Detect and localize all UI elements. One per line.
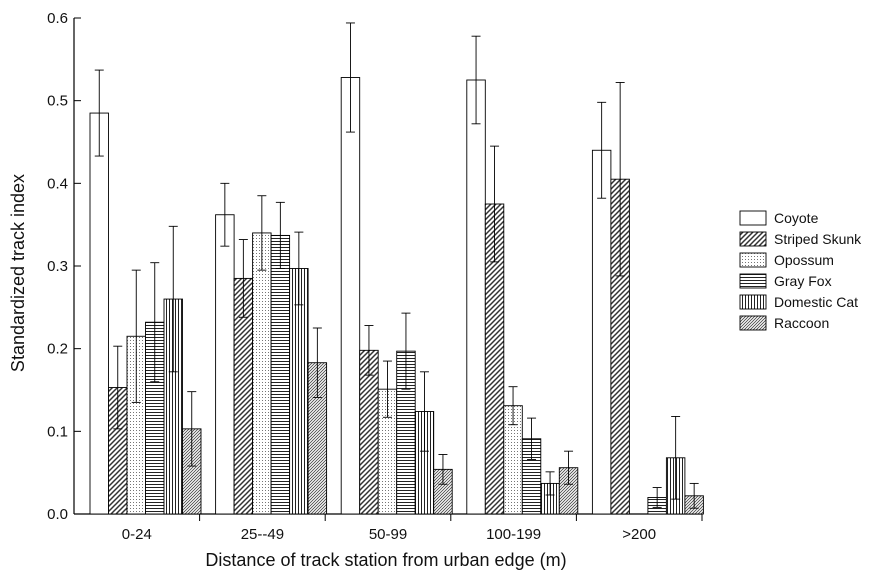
legend-label: Opossum (774, 252, 834, 268)
bars-group (89, 22, 704, 515)
legend-swatch-gray-fox (739, 273, 767, 289)
bar-gray-fox-1 (270, 234, 291, 515)
legend-label: Gray Fox (774, 273, 832, 289)
legend: Coyote Striped Skunk Opossum Gray Fox Domest… (739, 210, 862, 331)
y-tick-label: 0.3 (47, 258, 68, 275)
bar-coyote-2 (340, 77, 361, 515)
y-tick-label: 0.0 (47, 506, 68, 523)
y-axis: 0.0 0.1 0.2 0.3 0.4 0.5 0.6 (47, 10, 81, 523)
x-tick-label: >200 (622, 526, 656, 543)
y-tick-label: 0.4 (47, 175, 68, 192)
bar-coyote-4 (591, 149, 612, 515)
y-axis-title: Standardized track index (8, 174, 28, 372)
bar-coyote-1 (215, 214, 235, 515)
y-tick-label: 0.6 (47, 10, 68, 27)
legend-label: Raccoon (774, 315, 829, 331)
bar-coyote-3 (466, 79, 486, 515)
legend-label: Striped Skunk (774, 231, 862, 247)
x-tick-label: 0-24 (122, 526, 152, 543)
legend-swatch-striped-skunk (739, 231, 767, 247)
bar-coyote-0 (89, 112, 109, 515)
legend-label: Coyote (774, 210, 819, 226)
x-axis: 0-24 25--49 50-99 100-199 >200 (74, 513, 703, 543)
y-tick-label: 0.2 (47, 341, 68, 358)
y-tick-label: 0.1 (47, 423, 68, 440)
legend-swatch-domestic-cat (739, 294, 767, 310)
bar-opossum-1 (252, 232, 272, 515)
legend-label: Domestic Cat (774, 294, 858, 310)
x-tick-label: 100-199 (486, 526, 541, 543)
legend-swatch-raccoon (739, 315, 767, 331)
x-tick-label: 25--49 (241, 526, 284, 543)
bar-domestic-cat-1 (289, 268, 309, 515)
y-tick-label: 0.5 (47, 93, 68, 110)
legend-swatch-coyote (739, 210, 767, 226)
x-tick-label: 50-99 (369, 526, 407, 543)
x-axis-title: Distance of track station from urban edg… (205, 550, 566, 570)
legend-swatch-opossum (739, 252, 767, 268)
